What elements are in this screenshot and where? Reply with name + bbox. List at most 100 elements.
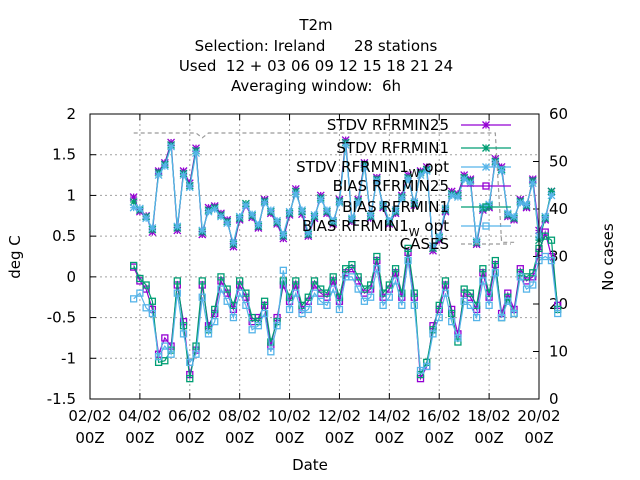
data-point <box>491 158 500 167</box>
data-point <box>385 281 393 289</box>
data-point <box>173 222 182 231</box>
data-point <box>429 330 437 338</box>
data-point <box>485 301 493 310</box>
data-point <box>179 330 188 338</box>
y-tick-label: -1 <box>61 349 76 367</box>
legend-label: BIAS RFRMIN1 <box>342 198 449 216</box>
data-point <box>211 317 219 326</box>
data-point <box>198 277 206 285</box>
data-point <box>441 277 450 285</box>
data-point <box>304 293 312 301</box>
data-point <box>479 277 487 285</box>
data-point <box>497 313 506 322</box>
data-point <box>373 265 381 273</box>
chart-header-line-1: T2m <box>298 16 332 34</box>
data-point <box>416 370 425 379</box>
data-point <box>273 216 282 225</box>
data-point <box>541 232 549 240</box>
series-4 <box>130 232 562 383</box>
data-point <box>179 171 188 180</box>
x-tick-label: 00Z <box>275 429 304 447</box>
data-point <box>510 212 519 221</box>
data-point <box>229 313 238 322</box>
data-point <box>192 350 200 358</box>
data-point <box>460 285 468 293</box>
data-point <box>366 211 375 219</box>
legend-entry-2: STDV RFRMIN1W opt <box>296 158 511 180</box>
data-point <box>292 277 300 285</box>
data-point <box>217 273 225 281</box>
data-point <box>217 285 225 293</box>
data-point <box>360 297 369 305</box>
data-point <box>279 230 288 239</box>
legend-marker <box>482 121 490 129</box>
data-point <box>504 297 512 305</box>
series-line <box>133 235 559 379</box>
data-point <box>491 256 499 265</box>
data-point <box>410 289 418 297</box>
series-line <box>133 144 553 248</box>
x-tick-label: 08/02 <box>218 407 261 425</box>
data-point <box>317 285 325 293</box>
data-point <box>273 322 281 330</box>
data-point <box>391 277 400 285</box>
data-point <box>130 295 138 303</box>
data-point <box>373 252 381 261</box>
data-point <box>254 322 263 330</box>
data-point <box>229 238 238 247</box>
data-point <box>335 293 344 301</box>
y2-axis-label: No cases <box>599 223 617 291</box>
data-point <box>179 322 188 330</box>
data-point <box>129 203 138 212</box>
chart-header-line-2: Selection: Ireland 28 stations <box>195 37 438 55</box>
data-point <box>547 236 556 244</box>
data-point <box>385 293 393 301</box>
plot-frame <box>89 113 540 400</box>
data-point <box>348 273 356 281</box>
data-point <box>398 293 406 301</box>
data-point <box>460 175 469 184</box>
data-point <box>167 142 176 151</box>
legend-label: STDV RFRMIN1W opt <box>296 158 449 180</box>
data-point <box>266 206 275 215</box>
chart-header: T2m Selection: Ireland 28 stations Used … <box>179 16 453 95</box>
legend-marker <box>482 182 490 190</box>
data-point <box>435 232 444 241</box>
data-point <box>310 211 319 219</box>
data-point <box>130 261 138 270</box>
data-point <box>528 179 537 188</box>
y2-tick-label: 40 <box>549 200 568 218</box>
data-point <box>447 191 456 200</box>
grid <box>90 114 539 399</box>
legend-entry-1: STDV RFRMIN1 <box>336 139 511 157</box>
data-point <box>235 212 244 221</box>
data-point <box>292 289 300 297</box>
data-point <box>348 260 356 269</box>
data-point <box>285 207 294 216</box>
data-point <box>236 277 244 285</box>
data-point <box>329 285 337 293</box>
data-point <box>204 207 213 216</box>
data-point <box>466 301 475 310</box>
y-axis-label: deg C <box>6 235 24 279</box>
y-tick-label: 1.5 <box>52 146 76 164</box>
data-point <box>285 293 294 301</box>
legend-label: BIAS RFRMIN25 <box>333 177 449 195</box>
data-point <box>422 167 431 175</box>
x-tick-label: 00Z <box>225 429 254 447</box>
data-point <box>541 212 550 221</box>
data-point <box>516 265 524 273</box>
data-point <box>522 285 531 293</box>
data-point <box>298 309 306 318</box>
data-point <box>503 209 512 218</box>
y2-tick-label: 60 <box>549 105 568 123</box>
chart-header-line-4: Averaging window: 6h <box>231 77 401 95</box>
data-point <box>236 289 244 297</box>
series-2 <box>129 140 556 250</box>
data-point <box>154 353 163 361</box>
series-line <box>133 255 559 372</box>
data-point <box>416 171 425 180</box>
data-point <box>148 224 157 232</box>
data-point <box>136 274 144 283</box>
x-tick-label: 10/02 <box>268 407 311 425</box>
